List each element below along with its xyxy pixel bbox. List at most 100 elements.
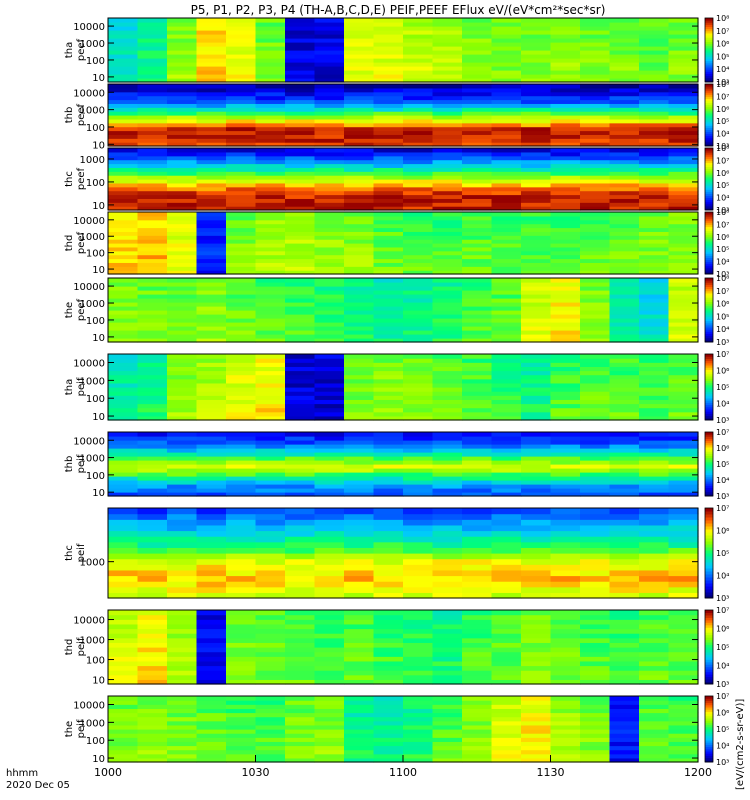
heat-cell [609, 395, 640, 400]
heat-cell [255, 62, 286, 67]
heat-cell [580, 159, 611, 165]
heat-cell [255, 239, 286, 244]
heat-cell [462, 50, 493, 55]
colorbar-frame [704, 353, 714, 421]
heat-cell [462, 243, 493, 248]
heat-cell [432, 46, 463, 51]
heat-cell [639, 411, 670, 417]
heat-cell [462, 581, 493, 588]
heat-cell [462, 198, 493, 203]
heat-cell [137, 679, 168, 685]
heat-cell [639, 716, 670, 722]
heat-cell [668, 737, 699, 742]
heat-cell [373, 674, 404, 680]
heat-cell [373, 202, 404, 207]
heat-cell [373, 749, 404, 755]
heat-cell [432, 749, 463, 755]
heat-cell [167, 306, 198, 311]
heat-cell [285, 508, 316, 515]
heat-cell [285, 370, 316, 376]
heat-cell [432, 334, 463, 339]
heat-cell [314, 87, 345, 93]
heat-cell [403, 651, 434, 657]
heat-cell [639, 66, 670, 71]
heat-cell [196, 142, 227, 147]
heat-cell [137, 159, 168, 165]
heat-cell [403, 74, 434, 79]
heat-cell [344, 468, 375, 473]
colorbar-step [705, 517, 713, 521]
heat-cell [432, 378, 463, 384]
heat-cell [462, 415, 493, 421]
heat-cell [609, 633, 640, 639]
colorbar-step [705, 700, 713, 704]
colorbar-step [705, 529, 713, 533]
colorbar-step [705, 674, 713, 678]
heat-cell [226, 757, 257, 763]
heat-cell [285, 592, 316, 599]
heat-cell [108, 724, 139, 730]
colorbar-step [705, 18, 713, 21]
heat-cell [491, 182, 522, 188]
heat-cell [373, 524, 404, 532]
heat-cell [167, 524, 198, 532]
heat-cell [108, 302, 139, 307]
heat-cell [196, 558, 227, 565]
heat-cell [491, 484, 522, 489]
heat-cell [462, 403, 493, 409]
heat-cell [639, 314, 670, 319]
heat-cell [167, 134, 198, 139]
heat-cell [639, 741, 670, 747]
heat-cell [137, 212, 168, 217]
heat-cell [550, 148, 581, 153]
heat-cell [255, 642, 286, 648]
heat-cell [639, 553, 670, 560]
heat-cell [373, 553, 404, 560]
heat-cell [373, 374, 404, 380]
heat-cell [491, 223, 522, 229]
heat-cell [196, 66, 227, 71]
colorbar-step [705, 642, 713, 646]
heat-cell [609, 642, 640, 648]
heat-cell [137, 46, 168, 51]
heat-cell [668, 558, 699, 565]
heat-cell [344, 186, 375, 192]
heat-cell [639, 745, 670, 751]
colorbar-step [705, 24, 713, 28]
heat-cell [521, 374, 552, 380]
heat-cell [373, 720, 404, 726]
heat-cell [462, 541, 493, 548]
heat-cell [108, 519, 139, 526]
heat-cell [521, 480, 552, 485]
colorbar-tick-label: 10⁷ [716, 156, 729, 165]
heat-cell [255, 134, 286, 139]
heat-cell [167, 138, 198, 143]
heat-cell [226, 674, 257, 680]
heat-cell [580, 700, 611, 705]
heat-cell [491, 749, 522, 755]
heat-cell [432, 87, 463, 93]
heat-cell [255, 215, 286, 221]
heat-cell [521, 456, 552, 461]
colorbar-step [705, 707, 713, 710]
heat-cell [462, 190, 493, 196]
heat-cell [521, 167, 552, 172]
heat-cell [226, 665, 257, 671]
heat-cell [226, 66, 257, 71]
colorbar-tick-label: 10⁷ [716, 287, 729, 296]
heat-cell [255, 519, 286, 526]
heat-cell [285, 651, 316, 657]
heat-cell [462, 130, 493, 135]
heat-cell [491, 91, 522, 97]
heat-cell [373, 366, 404, 372]
heat-cell [609, 378, 640, 384]
heat-cell [521, 737, 552, 742]
heat-cell [639, 575, 670, 582]
heat-cell [344, 175, 375, 180]
heat-cell [432, 647, 463, 653]
heat-cell [285, 729, 316, 734]
colorbar-tick-label: 10⁴ [716, 194, 729, 203]
heat-cell [255, 569, 286, 577]
heat-cell [639, 476, 670, 481]
